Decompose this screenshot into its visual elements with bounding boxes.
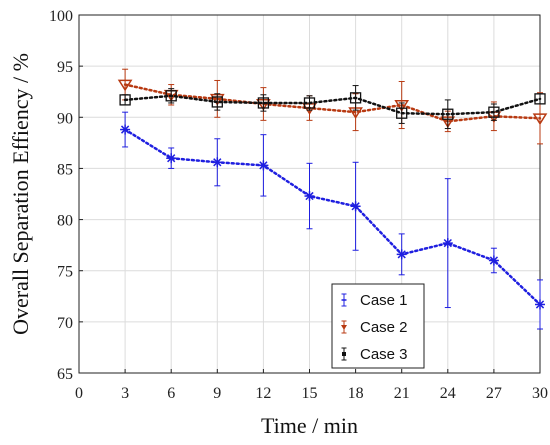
data-point (488, 255, 499, 266)
series-line (123, 94, 542, 116)
x-tick-label: 6 (167, 385, 175, 402)
asterisk-stroke (397, 250, 406, 259)
legend-label: Case 2 (360, 319, 408, 336)
asterisk-stroke (167, 154, 176, 163)
legend-marker (341, 325, 347, 330)
asterisk-stroke (489, 256, 499, 265)
data-point (257, 97, 270, 109)
y-tick-label: 90 (57, 110, 73, 127)
asterisk-stroke (213, 158, 222, 167)
data-point (119, 94, 131, 106)
y-tick-label: 70 (57, 315, 73, 332)
y-tick-label: 65 (57, 366, 73, 383)
asterisk-stroke (535, 300, 545, 309)
square-shape (303, 97, 316, 109)
data-point (535, 299, 545, 310)
square-shape (488, 106, 500, 118)
plot-area (78, 14, 541, 374)
data-series (117, 68, 548, 330)
series-case-3 (119, 85, 546, 130)
square-shape (165, 90, 177, 102)
asterisk-stroke (305, 191, 314, 201)
triangle-shape (394, 100, 410, 112)
series-line (123, 128, 542, 306)
x-tick-label: 30 (532, 385, 548, 402)
legend-entry-case-2: Case 2 (341, 319, 408, 336)
series-case-1 (120, 111, 545, 330)
asterisk-stroke (120, 125, 130, 134)
tick-labels: 0 3 6 9 12 15 18 21 24 27 30 65 70 75 80 85 90 95 100 (49, 8, 548, 402)
square-shape (442, 108, 454, 120)
series-line (123, 83, 542, 123)
data-point (349, 92, 362, 104)
legend-label: Case 1 (360, 292, 408, 309)
x-tick-label: 24 (440, 385, 456, 402)
data-point (166, 153, 177, 164)
legend-box (331, 283, 425, 369)
data-point (534, 93, 546, 105)
square-shape (349, 92, 362, 104)
triangle-shape (532, 113, 548, 126)
data-point (165, 90, 177, 102)
data-point (258, 160, 269, 171)
legend-entry-case-1: Case 1 (341, 292, 408, 309)
x-tick-label: 0 (75, 385, 83, 402)
x-axis-label: Time / min (261, 413, 358, 438)
asterisk-stroke (259, 161, 268, 170)
data-point (211, 96, 223, 108)
x-tick-label: 18 (348, 385, 364, 402)
y-tick-label: 85 (57, 161, 73, 178)
data-point (120, 124, 131, 135)
y-tick-label: 75 (57, 264, 73, 281)
data-point (442, 238, 453, 249)
x-tick-label: 27 (486, 385, 502, 402)
data-point (350, 201, 361, 212)
data-point (117, 79, 133, 92)
x-tick-label: 3 (121, 385, 129, 402)
x-tick-label: 15 (302, 385, 318, 402)
asterisk-stroke (443, 238, 452, 248)
square-shape (119, 94, 131, 106)
data-point (212, 157, 223, 168)
x-tick-label: 21 (394, 385, 410, 402)
data-point (304, 191, 315, 202)
data-point (488, 106, 500, 118)
series-case-2 (117, 68, 548, 145)
square-shape (257, 97, 270, 109)
data-point (396, 249, 407, 260)
x-tick-label: 9 (213, 385, 221, 402)
legend-entry-case-3: Case 3 (341, 346, 408, 363)
square-shape (534, 93, 546, 105)
y-tick-label: 80 (57, 213, 73, 230)
data-point (303, 97, 316, 109)
data-point (396, 107, 408, 119)
data-point (532, 113, 548, 126)
data-point (442, 108, 454, 120)
y-axis-label: Overall Separation Effiency / % (8, 53, 33, 335)
legend-marker (342, 352, 346, 356)
asterisk-stroke (351, 202, 360, 211)
triangle-shape (117, 79, 133, 92)
x-tick-label: 12 (255, 385, 271, 402)
square-shape (211, 96, 223, 108)
y-tick-label: 95 (57, 59, 73, 76)
legend: Case 1 Case 2 Case 3 (331, 283, 425, 369)
legend-label: Case 3 (360, 346, 408, 363)
y-tick-label: 100 (49, 8, 73, 25)
square-shape (396, 107, 408, 119)
data-point (394, 100, 410, 112)
